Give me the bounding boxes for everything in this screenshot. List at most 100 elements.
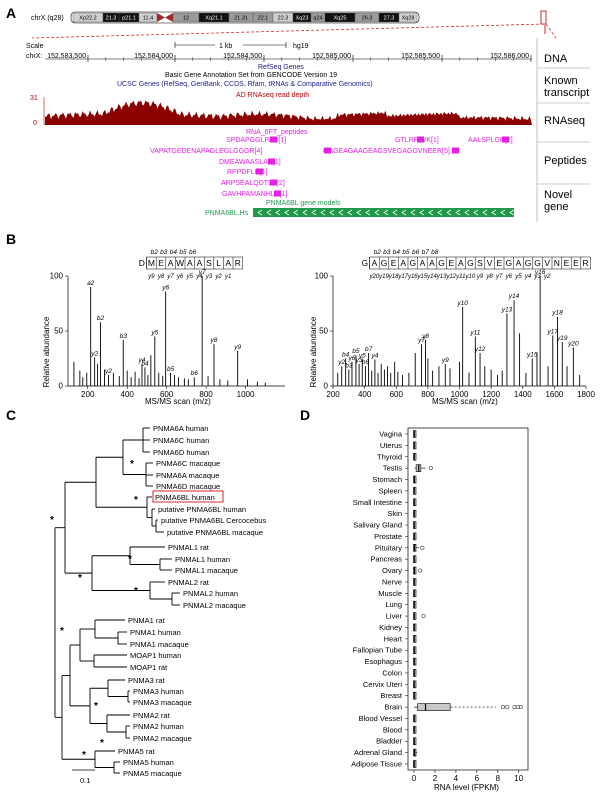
- tissue-label: Pituitary: [375, 543, 402, 552]
- tissue-label: Esophagus: [364, 657, 402, 666]
- b-ion-label: b6: [189, 249, 197, 256]
- bootstrap-star: *: [134, 586, 138, 597]
- b-ion-label: b2: [374, 249, 382, 256]
- tree-leaf-label: PNMA3 human: [133, 687, 184, 696]
- outlier-point: [500, 705, 506, 710]
- x-tick-label: 6: [475, 774, 480, 783]
- tree-leaf-label: PNMA5 macaque: [123, 769, 182, 778]
- gene-name: PNMA6BL.Hs: [205, 210, 249, 217]
- y-ion-label: y14: [426, 274, 437, 280]
- x-tick-label: 10: [514, 774, 523, 783]
- centromere-left: [157, 13, 165, 22]
- peak-label: a2: [87, 280, 95, 287]
- x-tick-label: 600: [390, 390, 404, 399]
- coord-tick-label: 152,586,000: [490, 53, 529, 60]
- scale-value: 1 kb: [219, 43, 232, 50]
- tissue-label: Fallopian Tube: [353, 646, 402, 655]
- sequence-residue: G: [361, 258, 368, 268]
- chrom-band-label: 22.1: [258, 16, 269, 22]
- peak-label: y3: [355, 357, 363, 364]
- tree-leaf-label: PNMA1 macaque: [130, 640, 189, 649]
- peak-label: y2: [90, 350, 98, 357]
- peptide-mark: [274, 190, 281, 197]
- peak-label: b3: [120, 333, 128, 340]
- peptide-label: RPPDFLR[1]: [227, 169, 268, 176]
- tree-leaf-label: PNMA5 rat: [118, 747, 156, 756]
- peak-label: y19: [556, 335, 568, 342]
- y-ion-label: y17: [397, 274, 408, 280]
- tree-leaf-label: PNMAL1 rat: [168, 543, 210, 552]
- chrom-outline: [70, 11, 420, 24]
- peptide-mark: [324, 147, 331, 154]
- tissue-label: Adipose Tissue: [351, 760, 402, 769]
- peak-label: y9: [233, 344, 241, 351]
- tree-leaf-label: putative PNMA6BL Cercocebus: [161, 516, 266, 525]
- peak-label: b5: [167, 366, 175, 373]
- b-ion-label: b6: [412, 249, 420, 256]
- coord-tick-label: 152,584,500: [223, 53, 262, 60]
- ucsc-label: UCSC Genes (RefSeq, GenBank, CCDS, Rfam,…: [117, 81, 373, 88]
- tissue-label: Brain: [384, 703, 402, 712]
- peak-label: b7: [365, 346, 373, 353]
- tissue-label: Skin: [387, 509, 402, 518]
- spectrum-right-ylabel: Relative abundance: [309, 316, 318, 387]
- y-ion-label: y18: [388, 274, 399, 280]
- peak-label: b3: [345, 363, 353, 370]
- tissue-label: Heart: [384, 634, 403, 643]
- sequence-residue: R: [583, 258, 589, 268]
- sequence-residue: A: [400, 258, 406, 268]
- tree-leaf-label: PNMA3 rat: [128, 676, 166, 685]
- rnaseq-depth-area: [45, 100, 532, 125]
- b-ion-label: b3: [160, 249, 168, 256]
- tissue-label: Salivary Gland: [353, 521, 402, 530]
- sequence-residue: N: [554, 258, 560, 268]
- tree-leaf-label: PNMAL2 macaque: [183, 601, 246, 610]
- b-ion-label: b2: [151, 249, 159, 256]
- tree-leaf-label: putative PNMA6BL human: [158, 505, 246, 514]
- tissue-label: Muscle: [378, 589, 402, 598]
- y-ion-label: y8: [157, 274, 165, 280]
- peptide-sequence-right: G A G E A G A A G E A G S V E G A G G V N E E Rb2 b3 b4 b5 b6 b7 b8y2…: [361, 249, 591, 280]
- sequence-residue: E: [158, 258, 164, 268]
- coordinate-ticks: 152,583,500 152,584,000 152,584,500 152,585…: [47, 53, 532, 62]
- x-tick-label: 1400: [514, 390, 532, 399]
- sequence-residue: D: [139, 258, 145, 268]
- peak-label: y2: [337, 359, 345, 366]
- tree-leaf-label: PNMAL1 human: [175, 555, 230, 564]
- peak-label: y10: [456, 300, 468, 307]
- tissue-label: Prostate: [374, 532, 402, 541]
- bootstrap-star: *: [128, 554, 132, 565]
- y-ion-label: y3: [533, 274, 541, 280]
- y-ion-label: y13: [436, 274, 447, 280]
- peptide-mark: [270, 179, 277, 186]
- side-label-novel: Novel gene: [544, 189, 572, 213]
- sequence-residue: E: [448, 258, 454, 268]
- tissue-label: Ovary: [382, 566, 402, 575]
- peak-label: y7: [198, 269, 206, 276]
- peak-label: y14: [508, 293, 520, 300]
- sequence-residue: E: [573, 258, 579, 268]
- x-tick-label: 1600: [545, 390, 563, 399]
- peptide-label: SPDAPGGLPAR[1]: [226, 137, 286, 144]
- b-ion-label: b8: [431, 249, 439, 256]
- tissue-label: Uterus: [380, 441, 402, 450]
- tree-leaf-label: PNMA6C human: [153, 436, 209, 445]
- peak-label: y17: [547, 328, 559, 335]
- tissue-label: Lung: [385, 600, 402, 609]
- y-ion-label: y19: [378, 274, 389, 280]
- y-ion-label: y9: [476, 274, 484, 280]
- tissue-label: Thyroid: [377, 452, 402, 461]
- tree-leaf-label: PNMA6BL human: [155, 493, 215, 502]
- boxplot-xlabel: RNA level (FPKM): [434, 783, 499, 792]
- peak-label: y15: [526, 352, 538, 359]
- spectrum-left-ylabel: Relative abundance: [42, 316, 51, 387]
- browser-tracks: Scale 1 kb hg19 chrX: 152,583,500 152,584…: [26, 23, 557, 217]
- chrom-band-label: Xp22.2: [79, 16, 96, 22]
- peak-label: b6: [362, 359, 370, 366]
- b-ion-label: b7: [422, 249, 430, 256]
- y-ion-label: y20: [369, 274, 380, 280]
- peak-label: y6: [348, 355, 356, 362]
- sequence-residue: V: [487, 258, 493, 268]
- y-ion-label: y6: [505, 274, 513, 280]
- peptide-label: DMEAWAASLAR[1]: [219, 159, 281, 166]
